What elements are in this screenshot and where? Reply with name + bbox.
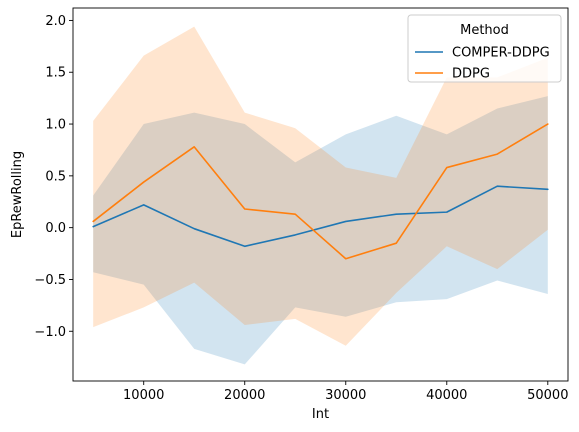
legend-items: COMPER-DDPG DDPG xyxy=(415,46,550,82)
confidence-band-ddpg xyxy=(93,26,548,346)
plot-frame xyxy=(72,7,569,382)
y-tick-label: 0.0 xyxy=(45,221,66,236)
y-tick-label: −0.5 xyxy=(34,273,66,288)
legend: Method COMPER-DDPG DDPG xyxy=(407,14,562,83)
y-axis-label: EpRewRolling xyxy=(10,151,25,238)
legend-label-comper-ddpg: COMPER-DDPG xyxy=(452,46,550,61)
y-tick-label: 2.0 xyxy=(45,14,66,29)
x-tick-label: 30000 xyxy=(325,388,366,403)
x-axis-ticks: 10000 20000 30000 40000 50000 xyxy=(123,381,568,403)
series-line-comper-ddpg xyxy=(92,185,549,248)
y-tick-label: 1.0 xyxy=(45,118,66,133)
legend-box xyxy=(407,14,562,83)
x-tick-label: 50000 xyxy=(527,388,568,403)
legend-title: Method xyxy=(460,23,509,38)
legend-label-ddpg: DDPG xyxy=(452,67,490,82)
y-tick-label: 1.5 xyxy=(45,66,66,81)
y-axis-ticks: −1.0 −0.5 0.0 0.5 1.0 1.5 2.0 xyxy=(34,14,73,340)
series-lines xyxy=(92,123,549,260)
x-tick-label: 10000 xyxy=(123,388,164,403)
x-tick-label: 20000 xyxy=(224,388,265,403)
y-tick-label: −1.0 xyxy=(34,325,66,340)
y-tick-label: 0.5 xyxy=(45,169,66,184)
x-axis-label: Int xyxy=(312,407,329,422)
series-line-ddpg xyxy=(92,123,549,260)
x-tick-label: 40000 xyxy=(426,388,467,403)
